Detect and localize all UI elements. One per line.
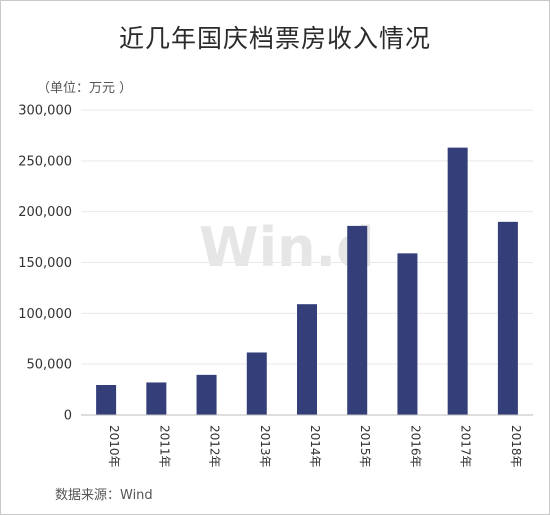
source-note: 数据来源：Wind — [55, 488, 153, 503]
bar — [297, 304, 317, 415]
bar — [196, 374, 217, 415]
bar — [146, 382, 167, 415]
bar — [397, 253, 418, 415]
x-tick-label: 2012年 — [208, 425, 222, 468]
y-tick-label: 0 — [64, 409, 72, 424]
bars — [96, 147, 518, 415]
x-axis-ticks: 2010年 2011年 2012年 2013年 2014年 2015年 2016年 2017年… — [107, 425, 523, 468]
y-tick-label: 100,000 — [18, 307, 72, 322]
bar — [347, 225, 368, 415]
bar — [246, 352, 267, 415]
x-tick-label: 2013年 — [258, 425, 272, 468]
unit-label: （单位：万元 ） — [37, 81, 133, 96]
y-axis-ticks: 0 50,000 100,000 150,000 200,000 250,000 300,0… — [18, 104, 72, 424]
x-tick-label: 2016年 — [408, 425, 422, 468]
x-tick-label: 2018年 — [509, 425, 523, 468]
bar — [497, 221, 518, 415]
y-tick-label: 300,000 — [18, 104, 72, 119]
y-tick-label: 50,000 — [27, 358, 73, 373]
y-tick-label: 200,000 — [18, 205, 72, 220]
y-tick-label: 150,000 — [18, 256, 72, 271]
x-tick-label: 2010年 — [107, 425, 121, 468]
bar — [96, 385, 117, 415]
x-tick-label: 2015年 — [358, 425, 372, 468]
y-tick-label: 250,000 — [18, 154, 72, 169]
watermark: Win.d — [199, 216, 375, 279]
x-tick-label: 2017年 — [459, 425, 473, 468]
chart-title: 近几年国庆档票房收入情况 — [118, 24, 431, 53]
bar — [447, 147, 468, 415]
x-tick-label: 2011年 — [157, 425, 171, 468]
x-tick-label: 2014年 — [308, 425, 322, 468]
